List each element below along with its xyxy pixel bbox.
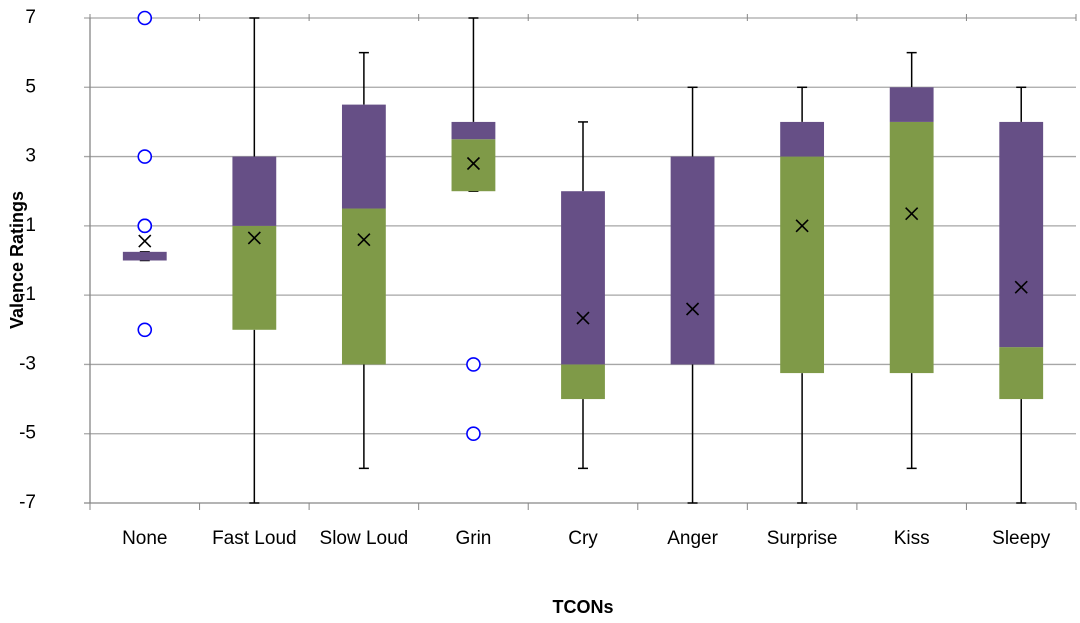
box-upper — [780, 121, 825, 157]
mean-marker — [576, 311, 590, 325]
y-tick-label: -3 — [19, 353, 36, 374]
outlier — [137, 218, 153, 234]
x-tick-label: Sleepy — [992, 528, 1051, 549]
outlier — [137, 149, 153, 164]
mean-marker — [1014, 280, 1028, 294]
mean-marker — [357, 233, 371, 247]
box-upper — [232, 156, 277, 226]
mean-marker — [795, 219, 809, 233]
y-tick-label: 7 — [25, 7, 36, 28]
outlier — [137, 10, 153, 26]
y-tick-label: -1 — [19, 284, 36, 305]
mean-marker — [685, 302, 700, 316]
mean-marker — [466, 156, 481, 171]
y-tick-label: 1 — [25, 215, 36, 236]
box-lower — [561, 364, 605, 400]
box-lower — [232, 225, 277, 330]
x-tick-label: Fast Loud — [212, 528, 297, 549]
outlier — [137, 322, 153, 338]
box-upper — [122, 251, 167, 261]
box-upper — [561, 191, 605, 365]
box-upper — [341, 104, 386, 209]
x-tick-label: Cry — [568, 528, 598, 549]
box-lower — [780, 156, 825, 374]
y-tick-label: 5 — [25, 76, 36, 97]
box-upper — [999, 121, 1044, 348]
box-upper — [889, 87, 934, 122]
x-tick-label: Grin — [455, 528, 491, 549]
box-upper — [670, 156, 715, 365]
x-tick-label: None — [122, 528, 167, 549]
outlier — [466, 426, 481, 442]
x-tick-label: Anger — [667, 528, 718, 549]
mean-marker — [138, 234, 152, 248]
box-lower — [999, 347, 1044, 400]
y-tick-label: -7 — [19, 492, 36, 513]
mean-marker — [247, 231, 261, 245]
y-axis-title: Valence Ratings — [7, 191, 27, 329]
x-tick-label: Surprise — [767, 528, 838, 549]
box-lower — [341, 208, 386, 365]
x-axis-title: TCONs — [552, 597, 613, 617]
x-tick-label: Kiss — [894, 528, 930, 549]
mean-marker — [905, 207, 919, 221]
box-lower — [451, 139, 496, 192]
x-tick-label: Slow Loud — [320, 528, 409, 549]
box-upper — [451, 121, 496, 140]
box-lower — [889, 121, 934, 374]
outlier — [466, 357, 481, 372]
y-tick-label: -5 — [19, 423, 36, 444]
y-tick-label: 3 — [25, 146, 36, 167]
